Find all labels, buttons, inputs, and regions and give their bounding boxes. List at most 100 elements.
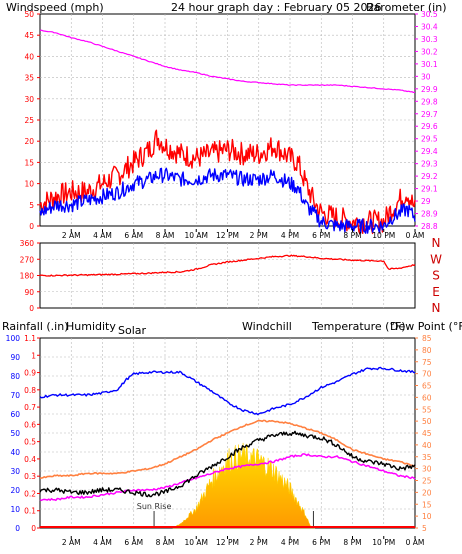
x-tick-label: 8 AM — [156, 538, 175, 547]
windspeed-tick-label: 35 — [24, 74, 34, 83]
barometer-axis-title: Barometer (in) — [366, 1, 447, 14]
direction-tick-label: 90 — [24, 288, 34, 297]
dew-point-line — [39, 453, 416, 502]
humidity-tick-label: 0 — [15, 524, 20, 533]
rainfall-axis-title: Rainfall (.in) — [2, 320, 69, 333]
barometer-tick-label: 29.2 — [421, 172, 438, 181]
windspeed-tick-label: 50 — [24, 10, 34, 19]
x-tick-label: 4 AM — [93, 231, 112, 240]
direction-tick-label: 360 — [20, 239, 35, 248]
x-tick-label: 6 AM — [124, 538, 143, 547]
x-tick-label: 10 AM — [184, 538, 208, 547]
x-tick-label: 4 PM — [281, 231, 299, 240]
windchill-axis-title: Windchill — [242, 320, 292, 333]
wind-series — [39, 29, 416, 235]
compass-label: N — [432, 301, 441, 315]
barometer-tick-label: 29.3 — [421, 160, 438, 169]
barometer-tick-label: 29 — [421, 197, 431, 206]
direction-grid — [40, 243, 415, 308]
barometer-tick-label: 30.4 — [421, 22, 438, 31]
rainfall-tick-label: 0.6 — [24, 420, 36, 429]
humidity-tick-label: 30 — [10, 467, 20, 476]
x-tick-label: 10 PM — [372, 231, 395, 240]
compass-label: N — [432, 236, 441, 250]
temp-grid — [40, 338, 415, 528]
windspeed-tick-label: 45 — [24, 31, 34, 40]
windspeed-tick-label: 10 — [24, 180, 34, 189]
x-tick-label: 8 PM — [343, 231, 361, 240]
temperature-tick-label: 60 — [422, 393, 432, 402]
barometer-tick-label: 29.1 — [421, 185, 438, 194]
temperature-tick-label: 70 — [422, 370, 432, 379]
rainfall-tick-label: 0.5 — [24, 438, 36, 447]
compass-label: E — [432, 285, 440, 299]
temperature-tick-label: 10 — [422, 512, 432, 521]
barometer-tick-label: 30.2 — [421, 47, 438, 56]
temperature-tick-label: 80 — [422, 346, 432, 355]
temperature-tick-label: 30 — [422, 465, 432, 474]
windspeed-axis-title: Windspeed (mph) — [6, 1, 104, 14]
temperature-tick-label: 5 — [422, 524, 427, 533]
windspeed-tick-label: 40 — [24, 52, 34, 61]
rainfall-tick-label: 1.1 — [24, 334, 36, 343]
direction-axis: 0 90 180 270 360 — [20, 239, 40, 313]
x-tick-label: 0 AM — [406, 538, 425, 547]
x-tick-label: 2 AM — [62, 231, 81, 240]
windspeed-tick-label: 30 — [24, 95, 34, 104]
x-tick-label: 8 AM — [156, 231, 175, 240]
humidity-tick-label: 60 — [10, 410, 20, 419]
x-tick-label: 10 PM — [372, 538, 395, 547]
barometer-tick-label: 30 — [421, 72, 431, 81]
windspeed-tick-label: 5 — [29, 201, 34, 210]
humidity-line — [39, 366, 416, 416]
humidity-tick-label: 80 — [10, 372, 20, 381]
temperature-tick-label: 55 — [422, 405, 432, 414]
dew-point-axis-title: Dew Point (°F) — [390, 320, 462, 333]
rainfall-tick-label: 0 — [31, 524, 36, 533]
temperature-tick-label: 75 — [422, 358, 432, 367]
sun-rise-annotation: Sun Rise — [137, 502, 314, 526]
solar-axis-title: Solar — [118, 324, 147, 337]
humidity-tick-label: 70 — [10, 391, 20, 400]
wind-grid — [40, 14, 415, 226]
temperature-tick-label: 50 — [422, 417, 432, 426]
x-tick-label: 6 PM — [312, 231, 330, 240]
temperature-axis-title: Temperature (°F) — [311, 320, 406, 333]
humidity-tick-label: 40 — [10, 448, 20, 457]
humidity-tick-label: 10 — [10, 505, 20, 514]
x-tick-label: 12 PM — [216, 231, 239, 240]
rainfall-tick-label: 0.4 — [24, 455, 36, 464]
solar-area — [172, 442, 316, 529]
rainfall-tick-label: 0.2 — [24, 489, 36, 498]
rainfall-tick-label: 0.3 — [24, 472, 36, 481]
barometer-tick-label: 29.7 — [421, 110, 438, 119]
temperature-tick-label: 15 — [422, 500, 432, 509]
windchill-line — [39, 430, 416, 498]
temperature-axis: 5 10 15 20 25 30 35 40 45 50 55 60 65 70 75 80 85 — [415, 334, 432, 533]
chart-title: 24 hour graph day : February 05 2026 — [171, 1, 382, 14]
barometer-tick-label: 28.9 — [421, 210, 438, 219]
wind-avg-line — [39, 167, 416, 234]
rainfall-tick-label: 0.1 — [24, 507, 36, 516]
x-tick-label: 12 PM — [216, 538, 239, 547]
barometer-tick-label: 29.8 — [421, 97, 438, 106]
temperature-tick-label: 65 — [422, 382, 432, 391]
rainfall-tick-label: 1 — [31, 351, 36, 360]
barometer-tick-label: 29.6 — [421, 122, 438, 131]
direction-tick-label: 0 — [29, 304, 34, 313]
temperature-tick-label: 45 — [422, 429, 432, 438]
x-tick-label: 2 PM — [250, 538, 268, 547]
windspeed-tick-label: 15 — [24, 158, 34, 167]
wind-x-axis: 2 AM 4 AM 6 AM 8 AM 10 AM 12 PM 2 PM 4 PM 6 PM 8 … — [62, 229, 424, 240]
rainfall-tick-label: 0.8 — [24, 386, 36, 395]
barometer-tick-label: 30.1 — [421, 60, 438, 69]
temperature-tick-label: 25 — [422, 477, 432, 486]
x-tick-label: 2 PM — [250, 231, 268, 240]
humidity-tick-label: 50 — [10, 429, 20, 438]
rainfall-axis: 0 0.1 0.2 0.3 0.4 0.5 0.6 0.7 0.8 0.9 1 1.1 — [24, 334, 40, 533]
temperature-tick-label: 35 — [422, 453, 432, 462]
humidity-tick-label: 20 — [10, 486, 20, 495]
